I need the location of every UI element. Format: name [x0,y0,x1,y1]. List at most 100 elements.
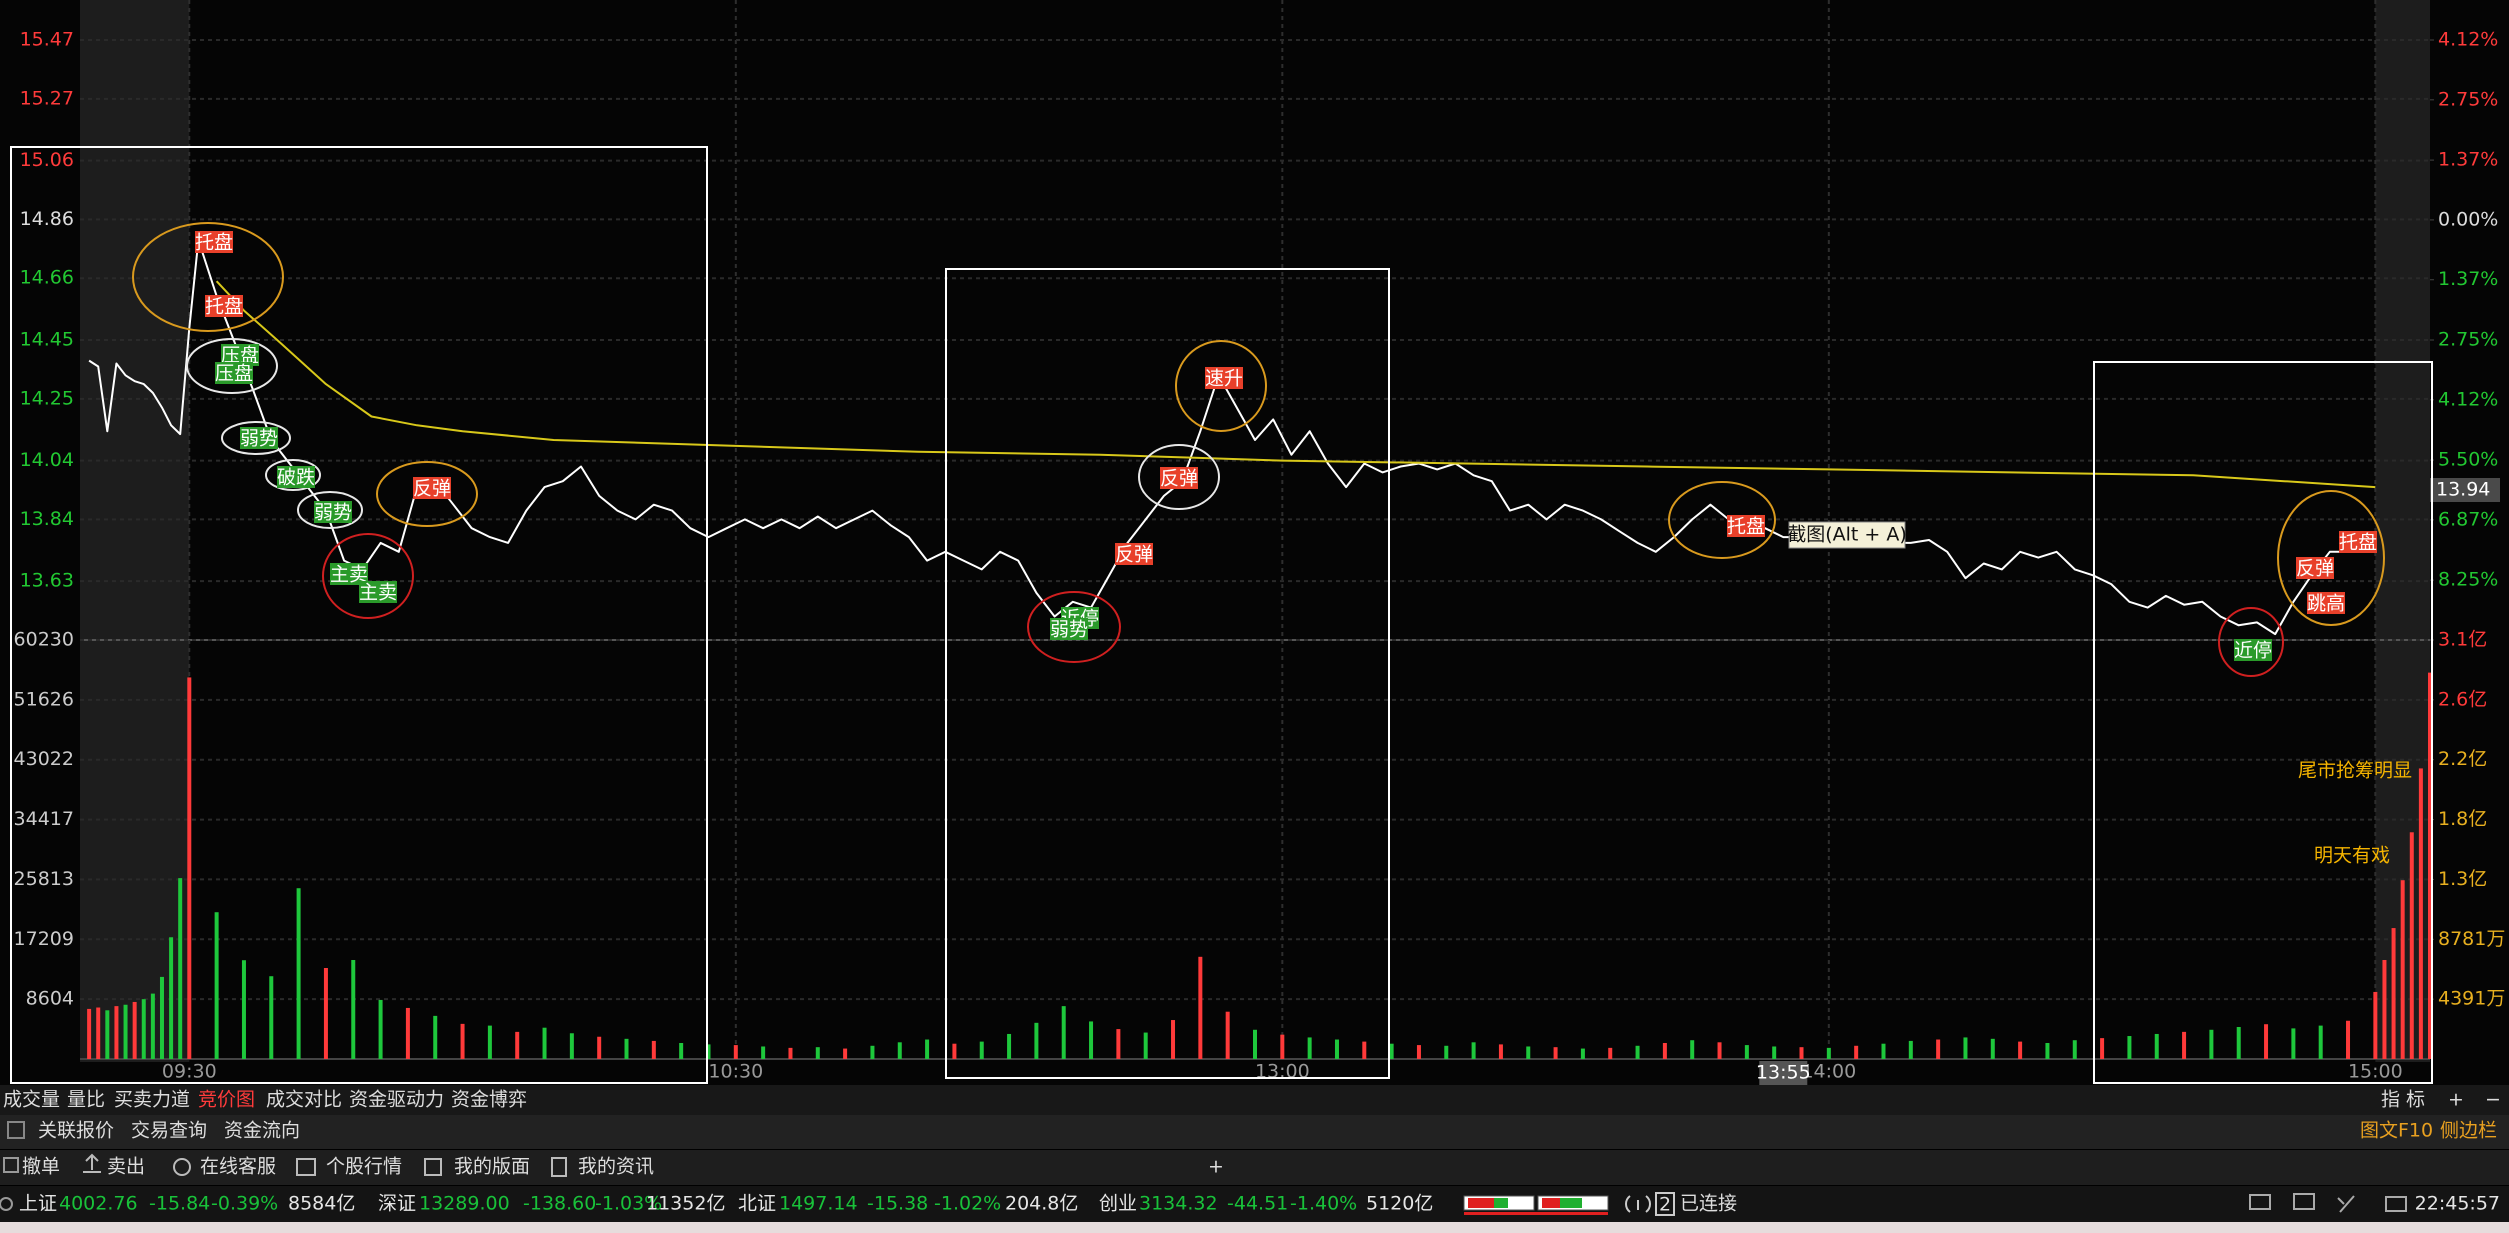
volume-bar [1171,1020,1176,1059]
signal-tag-bg [1160,467,1198,489]
volume-bar [1799,1047,1804,1059]
y2-tick-label: 3.1亿 [2438,629,2487,651]
volume-bar [815,1047,820,1059]
circle-mark [132,222,284,332]
y2-tick-label: 4.12% [2438,29,2498,51]
action-button[interactable]: 卖出 [107,1156,145,1178]
y-tick-label: 14.45 [20,329,74,351]
chart-layer: 09:30 10:30 13:00 14:00 15:00 15.47 15.27 15.06… [14,0,2505,1083]
tab-row [0,1085,2509,1115]
action-button[interactable]: 撤单 [22,1156,60,1178]
index-amount: 204.8亿 [1005,1193,1078,1215]
signal-tag: 反弹 [1115,544,1153,566]
index-price: 4002.76 [59,1193,138,1215]
action-button[interactable]: 我的资讯 [578,1156,654,1178]
circle-mark [297,491,363,529]
signal-tag-bg [1050,618,1088,640]
chart-tab[interactable]: 量比 [67,1089,105,1111]
volume-bar [897,1042,902,1059]
volume-bar [2409,832,2414,1059]
signal-tag: 反弹 [2296,558,2334,580]
volume-bar [2236,1026,2241,1059]
signal-tag: 弱势 [1050,619,1088,641]
sub-tab[interactable]: 交易查询 [131,1120,207,1142]
menu-icon [7,1121,25,1139]
volume-bar [2428,672,2432,1059]
indicator-control[interactable]: 指 标 [2381,1089,2425,1111]
signal-tag: 近停 [2234,640,2272,662]
volume-bar [1143,1032,1148,1059]
side-link[interactable]: 侧边栏 [2440,1120,2497,1142]
mute-icon [2337,1195,2355,1213]
status-row [0,1186,2509,1222]
signal-tag-bg [205,295,243,317]
volume-bar [2418,768,2423,1059]
add-button[interactable]: + [1208,1156,1224,1178]
volume-bar [2291,1028,2296,1059]
sub-tab[interactable]: 关联报价 [38,1120,114,1142]
volume-bar [178,878,183,1059]
y-tick-label: 13.63 [20,570,74,592]
volume-bar [1608,1047,1613,1059]
volume-bar [460,1023,465,1059]
chart-tab[interactable]: 买卖力道 [114,1089,190,1111]
y-tick-label: 15.47 [20,29,74,51]
signal-tag: 反弹 [413,478,451,500]
volume-bar [2373,991,2378,1059]
volume-bar [351,960,356,1059]
volume-bar [1116,1029,1121,1059]
tooltip-bg [1788,521,1906,549]
volume-bar [2154,1033,2159,1059]
index-change: -15.38 [867,1193,928,1215]
volume-bar [132,1001,137,1059]
chart-tab[interactable]: 成交量 [3,1089,60,1111]
indicator-control[interactable]: − [2485,1089,2501,1111]
action-button[interactable]: 在线客服 [200,1156,276,1178]
y-tick-label: 13.84 [20,508,74,530]
y-tick-label: 51626 [14,688,74,710]
circle-mark [2218,607,2284,677]
average-line [215,280,2376,489]
market-breadth-boxes [1463,1195,1609,1215]
index-change: -15.84 [149,1193,210,1215]
index-pct: -0.39% [211,1193,278,1215]
x-tick-label: 09:30 [162,1061,217,1083]
signal-tag: 弱势 [314,502,352,524]
volume-bar [2382,960,2387,1059]
volume-bar [141,999,146,1059]
y2-tick-label: 0.00% [2438,208,2498,230]
signal-tag: 托盘 [1727,516,1765,538]
volume-bar [515,1031,520,1059]
y-tick-label: 34417 [14,808,74,830]
volume-bar [187,677,192,1059]
volume-bar [1007,1033,1012,1059]
volume-bar [487,1025,492,1059]
chart-tab[interactable]: 成交对比 [266,1089,342,1111]
y2-tick-label: 5.50% [2438,449,2498,471]
chart-tab[interactable]: 资金博弈 [451,1089,527,1111]
y-tick-label: 14.04 [20,449,74,471]
y-tick-label: 15.27 [20,87,74,109]
sub-tab[interactable]: 资金流向 [224,1120,300,1142]
side-link[interactable]: 图文F10 [2360,1120,2433,1142]
index-amount: 5120亿 [1366,1193,1433,1215]
volume-bar [2127,1036,2132,1059]
action-button[interactable]: 我的版面 [454,1156,530,1178]
highlight-box [945,268,1390,1079]
cursor-label: 13:55 [1756,1062,1811,1084]
signal-tag-bg [1727,515,1765,537]
cursor-box [1759,1061,1808,1085]
volume-bar [159,976,164,1059]
action-button[interactable]: 个股行情 [326,1156,402,1178]
volume-bar [870,1045,875,1059]
volume-bar [87,1008,92,1059]
volume-bar [1963,1037,1968,1059]
volume-bar [1526,1046,1531,1059]
indicator-control[interactable]: + [2448,1089,2464,1111]
circle-mark [1138,444,1220,510]
circle-mark [2277,490,2385,626]
volume-bar [2209,1029,2214,1059]
chart-tab[interactable]: 资金驱动力 [349,1089,444,1111]
chart-tab[interactable]: 竞价图 [198,1089,255,1111]
volume-bar [1744,1045,1749,1059]
